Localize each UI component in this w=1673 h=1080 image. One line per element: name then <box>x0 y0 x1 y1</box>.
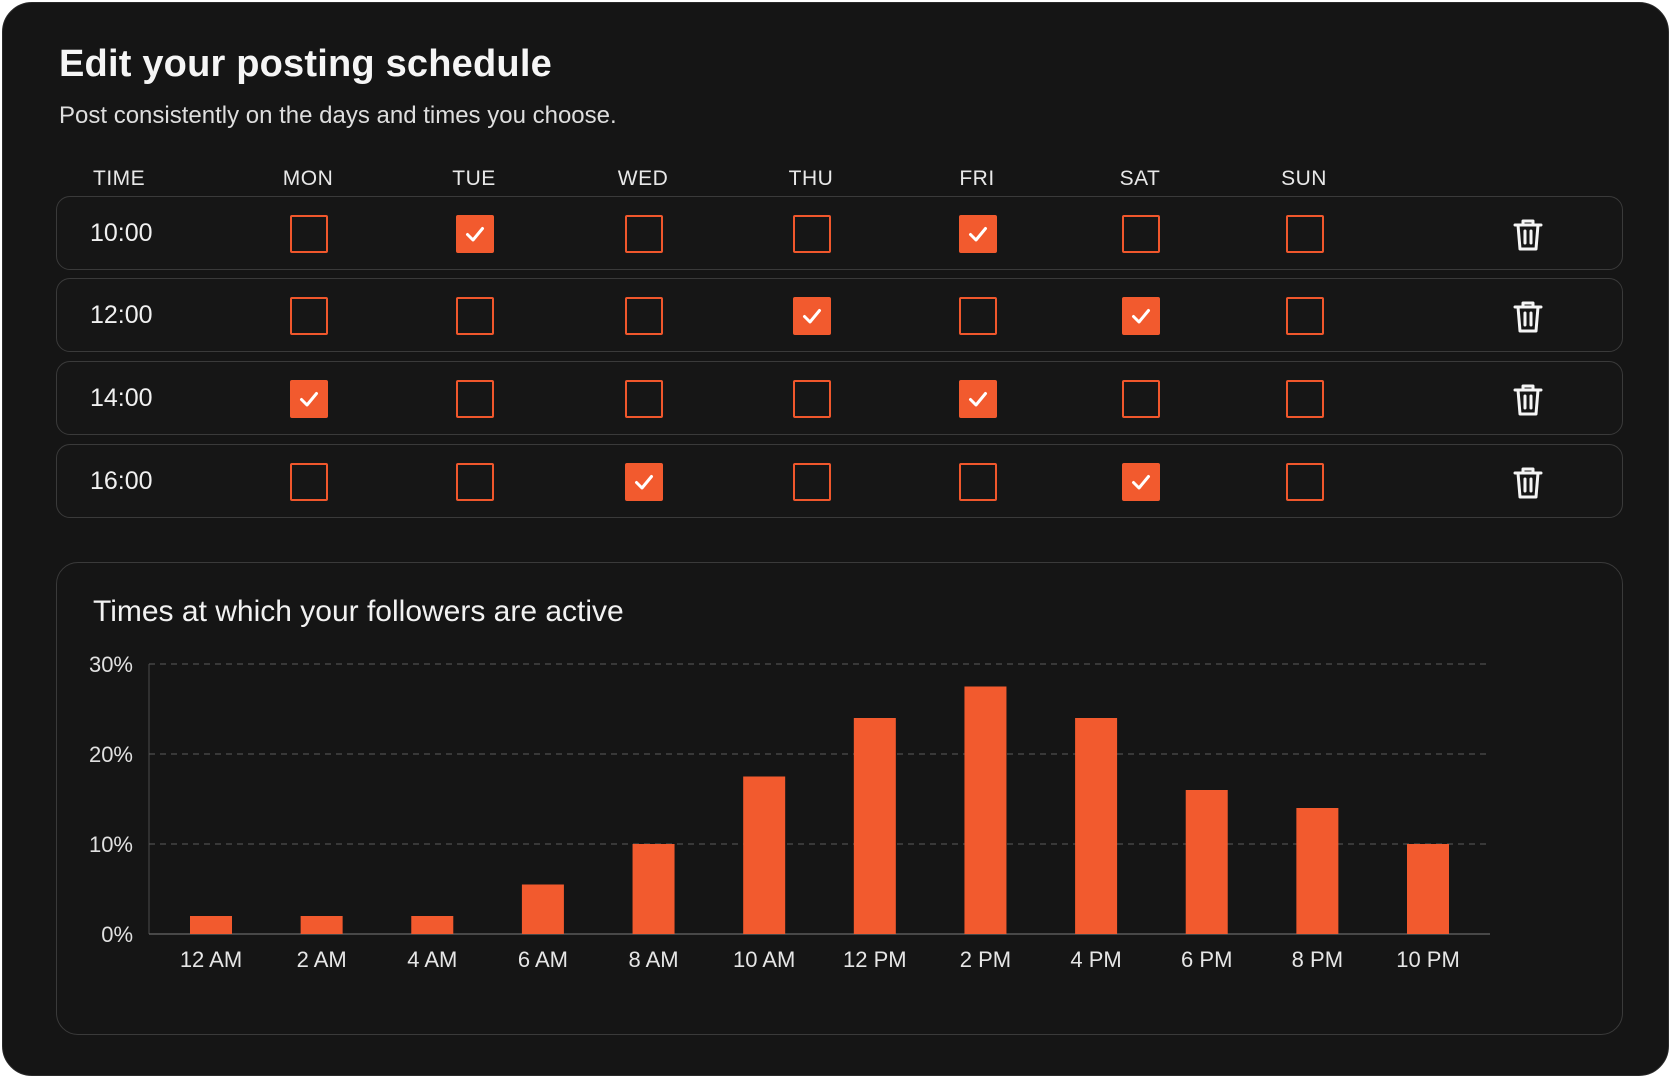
bar <box>632 844 675 934</box>
column-header-mon: MON <box>282 167 334 190</box>
x-tick-label: 2 PM <box>960 947 1011 972</box>
bar <box>521 884 564 934</box>
checkmark-icon <box>466 227 484 242</box>
checkbox-wed[interactable] <box>625 215 663 253</box>
checkmark-icon <box>803 309 821 324</box>
bar <box>1185 790 1228 934</box>
row-time-label: 12:00 <box>90 301 153 329</box>
checkmark-icon <box>1132 309 1150 324</box>
checkbox-sun[interactable] <box>1286 380 1324 418</box>
checkbox-wed[interactable] <box>625 380 663 418</box>
checkbox-sat[interactable] <box>1122 463 1160 501</box>
schedule-row: 10:00 <box>56 196 1623 270</box>
column-header-time: TIME <box>93 167 146 190</box>
bar <box>853 718 896 934</box>
checkbox-mon[interactable] <box>290 463 328 501</box>
bar <box>190 916 232 934</box>
bar <box>743 776 786 934</box>
trash-icon <box>1513 467 1543 499</box>
trash-icon <box>1513 384 1543 416</box>
checkbox-mon[interactable] <box>290 215 328 253</box>
delete-row-button[interactable] <box>1511 465 1545 501</box>
checkbox-thu[interactable] <box>793 297 831 335</box>
column-header-thu: THU <box>788 167 834 190</box>
checkmark-icon <box>300 392 318 407</box>
checkbox-thu[interactable] <box>793 463 831 501</box>
checkbox-sat[interactable] <box>1122 380 1160 418</box>
checkmark-icon <box>969 392 987 407</box>
trash-icon <box>1513 301 1543 333</box>
column-header-tue: TUE <box>452 167 496 190</box>
checkbox-tue[interactable] <box>456 380 494 418</box>
x-tick-label: 12 AM <box>180 947 242 972</box>
delete-row-button[interactable] <box>1511 382 1545 418</box>
x-tick-label: 6 AM <box>518 947 568 972</box>
row-time-label: 14:00 <box>90 384 153 412</box>
x-tick-label: 10 AM <box>733 947 795 972</box>
schedule-row: 16:00 <box>56 444 1623 518</box>
checkbox-sat[interactable] <box>1122 297 1160 335</box>
column-header-sat: SAT <box>1119 167 1161 190</box>
x-tick-label: 10 PM <box>1396 947 1460 972</box>
bar <box>1296 808 1339 934</box>
trash-icon <box>1513 219 1543 251</box>
column-header-fri: FRI <box>959 167 995 190</box>
row-time-label: 16:00 <box>90 467 153 495</box>
checkbox-sun[interactable] <box>1286 463 1324 501</box>
checkbox-mon[interactable] <box>290 297 328 335</box>
y-tick-label: 30% <box>89 652 133 677</box>
row-time-label: 10:00 <box>90 219 153 247</box>
checkbox-sat[interactable] <box>1122 215 1160 253</box>
page-subtitle: Post consistently on the days and times … <box>59 102 617 129</box>
x-tick-label: 4 PM <box>1070 947 1121 972</box>
x-tick-label: 6 PM <box>1181 947 1232 972</box>
x-tick-label: 4 AM <box>407 947 457 972</box>
page-title: Edit your posting schedule <box>59 43 552 85</box>
checkbox-wed[interactable] <box>625 463 663 501</box>
bar <box>964 686 1007 934</box>
checkbox-fri[interactable] <box>959 380 997 418</box>
delete-row-button[interactable] <box>1511 299 1545 335</box>
x-tick-label: 8 AM <box>628 947 678 972</box>
checkbox-sun[interactable] <box>1286 297 1324 335</box>
y-tick-label: 20% <box>89 742 133 767</box>
bar <box>1075 718 1118 934</box>
checkmark-icon <box>969 227 987 242</box>
checkbox-tue[interactable] <box>456 215 494 253</box>
bar <box>1407 844 1449 934</box>
checkbox-tue[interactable] <box>456 297 494 335</box>
chart-title: Times at which your followers are active <box>93 595 624 628</box>
checkmark-icon <box>635 475 653 490</box>
y-tick-label: 0% <box>101 922 133 947</box>
chart-svg: 0% 10% 20% 30% 12 AM 2 AM 4 AM 6 AM 8 AM 10 AM 12 … <box>89 652 1490 972</box>
checkbox-fri[interactable] <box>959 297 997 335</box>
x-tick-label: 8 PM <box>1292 947 1343 972</box>
bar <box>300 916 343 934</box>
checkbox-thu[interactable] <box>793 215 831 253</box>
checkbox-thu[interactable] <box>793 380 831 418</box>
checkbox-wed[interactable] <box>625 297 663 335</box>
followers-activity-chart: Times at which your followers are active… <box>56 562 1623 1035</box>
checkbox-fri[interactable] <box>959 215 997 253</box>
checkmark-icon <box>1132 475 1150 490</box>
bar <box>411 916 454 934</box>
y-tick-label: 10% <box>89 832 133 857</box>
checkbox-sun[interactable] <box>1286 215 1324 253</box>
delete-row-button[interactable] <box>1511 217 1545 253</box>
column-header-wed: WED <box>617 167 669 190</box>
schedule-row: 12:00 <box>56 278 1623 352</box>
column-header-sun: SUN <box>1281 167 1327 190</box>
checkbox-tue[interactable] <box>456 463 494 501</box>
x-tick-label: 12 PM <box>843 947 907 972</box>
checkbox-fri[interactable] <box>959 463 997 501</box>
checkbox-mon[interactable] <box>290 380 328 418</box>
schedule-row: 14:00 <box>56 361 1623 435</box>
x-tick-label: 2 AM <box>297 947 347 972</box>
